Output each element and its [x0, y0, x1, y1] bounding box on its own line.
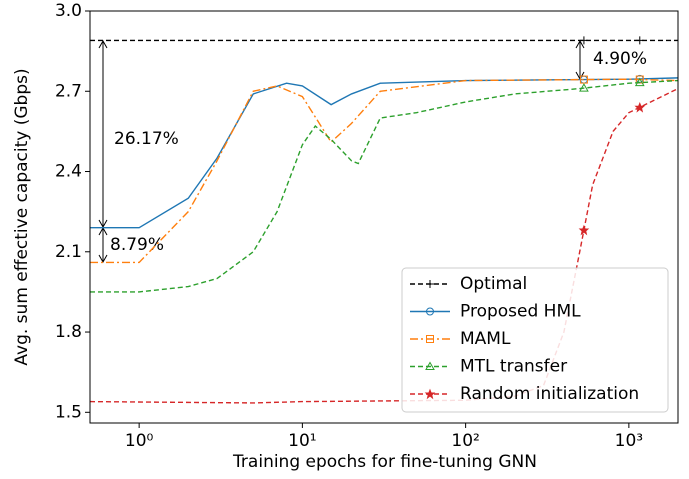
annotation: 26.17%	[114, 129, 179, 149]
annotation-arrows	[98, 39, 585, 264]
y-tick-label: 2.4	[55, 162, 82, 182]
x-tick-label: 10²	[451, 431, 479, 451]
marker	[426, 335, 434, 343]
legend-label: MTL transfer	[460, 357, 567, 377]
y-axis-label: Avg. sum effective capacity (Gbps)	[12, 68, 32, 365]
y-tick-label: 1.5	[55, 402, 82, 422]
legend: Optimal Proposed HML MAML MTL transfer Rando…	[401, 267, 669, 413]
plot-frame	[89, 10, 679, 424]
marker	[426, 307, 434, 316]
marker	[424, 388, 436, 400]
annotation: 4.90%	[593, 49, 647, 69]
x-tick-label: 10¹	[288, 431, 316, 451]
y-tick-label: 2.1	[55, 242, 82, 262]
y-tick-label: 2.7	[55, 81, 82, 101]
x-tick-label: 10⁰	[125, 431, 154, 451]
legend-label: Proposed HML	[460, 302, 581, 322]
legend-label: Optimal	[460, 274, 527, 294]
annotation: 8.79%	[110, 235, 164, 255]
marker	[579, 36, 588, 45]
line	[90, 77, 678, 229]
line	[90, 79, 678, 293]
marker	[425, 361, 435, 370]
line	[90, 78, 678, 264]
marker	[579, 83, 589, 92]
legend-box	[401, 267, 669, 413]
marker	[579, 75, 588, 84]
y-tick-label: 3.0	[55, 1, 82, 21]
marker	[578, 224, 590, 236]
marker	[635, 36, 644, 45]
x-tick-label: 10³	[615, 431, 643, 451]
marker	[634, 77, 645, 87]
marker	[426, 280, 434, 288]
y-tick-label: 1.8	[55, 322, 82, 342]
legend-label: Random initialization	[460, 384, 639, 404]
marker	[634, 101, 646, 113]
legend-label: MAML	[460, 329, 511, 349]
x-axis-label: Training epochs for fine-tuning GNN	[232, 452, 537, 472]
